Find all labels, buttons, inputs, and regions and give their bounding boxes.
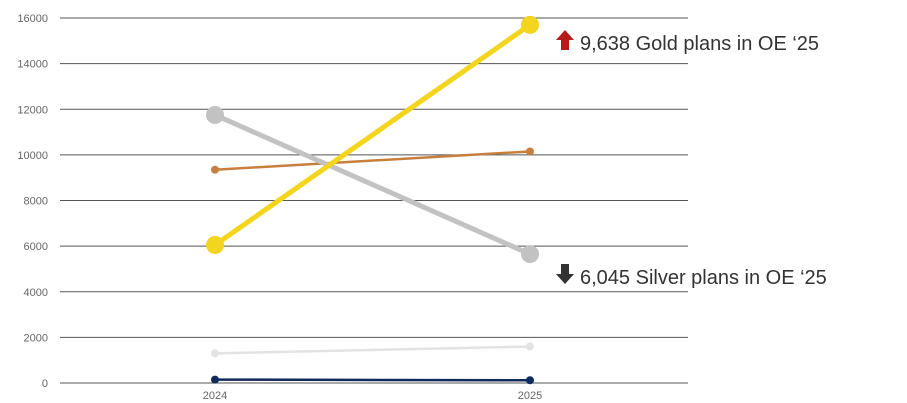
up-arrow-icon	[556, 30, 574, 50]
silver-annotation-text: 6,045 Silver plans in OE ‘25	[580, 267, 827, 289]
gold-annotation-text: 9,638 Gold plans in OE ‘25	[580, 33, 819, 55]
y-tick-label: 2000	[24, 332, 48, 344]
series-2	[211, 147, 534, 174]
data-point	[211, 375, 219, 384]
data-point	[521, 245, 539, 264]
series-line	[213, 345, 532, 355]
gold-annotation: 9,638 Gold plans in OE ‘25	[556, 30, 819, 55]
y-tick-label: 6000	[24, 241, 48, 253]
y-tick-label: 14000	[17, 59, 48, 71]
series-line	[212, 112, 533, 257]
y-tick-label: 12000	[17, 104, 48, 116]
data-point	[521, 15, 539, 34]
y-tick-label: 8000	[24, 196, 48, 208]
data-point	[206, 105, 224, 124]
y-tick-label: 16000	[17, 13, 48, 25]
data-point	[211, 165, 219, 174]
series-lines	[206, 15, 539, 385]
y-tick-label: 4000	[24, 287, 48, 299]
series-line	[212, 22, 533, 248]
series-line	[213, 150, 532, 171]
y-tick-label: 0	[42, 378, 48, 390]
gridlines	[60, 17, 688, 384]
down-arrow-icon	[556, 264, 574, 284]
data-point	[526, 376, 534, 385]
series-1	[206, 105, 539, 264]
data-point	[526, 147, 534, 156]
silver-annotation: 6,045 Silver plans in OE ‘25	[556, 264, 827, 289]
y-axis-tick-labels: 0 2000 4000 6000 8000 10000 12000 14000 16000	[17, 13, 48, 390]
data-point	[206, 235, 224, 254]
x-axis-tick-labels: 2024 2025	[203, 390, 542, 402]
series-0	[206, 15, 539, 254]
x-tick-label: 2024	[203, 390, 227, 402]
y-tick-label: 10000	[17, 150, 48, 162]
x-tick-label: 2025	[518, 390, 542, 402]
series-3	[211, 342, 534, 358]
data-point	[526, 342, 534, 351]
data-point	[211, 349, 219, 358]
series-4	[211, 375, 534, 385]
series-line	[213, 378, 532, 382]
